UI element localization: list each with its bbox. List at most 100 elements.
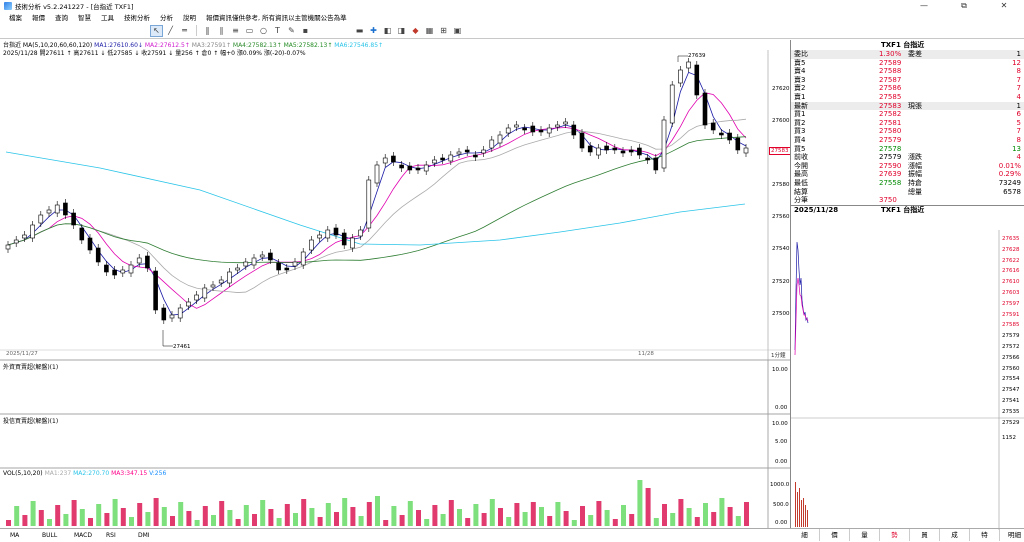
mini-price-label: 27597 (1002, 300, 1020, 307)
close-button[interactable]: ✕ (1000, 1, 1008, 10)
volume-bar (358, 516, 364, 526)
title-bar: 技術分析 v5.2.241227 - [台指近 TXF1] — ⧉ ✕ (0, 0, 1024, 11)
quote-tab-details[interactable]: 明細 (1000, 529, 1024, 541)
candle (128, 264, 134, 274)
layout-icon[interactable]: ⊞ (440, 26, 447, 35)
rect-tool-icon[interactable]: ▭ (245, 26, 254, 35)
mini-price-label: 27579 (1002, 333, 1020, 340)
circle-tool-icon[interactable]: ○ (260, 26, 267, 35)
menu-file[interactable]: 檔案 (9, 14, 22, 22)
ask-row-label: 賣4 (794, 67, 806, 76)
candle (637, 147, 642, 156)
sub1-axis-top: 10.00 (772, 367, 788, 373)
volume-bar (350, 507, 356, 526)
grid-icon[interactable]: ▦ (425, 26, 434, 35)
sub1-title: 外資買賣超(解盤)(1) (3, 364, 59, 371)
tab-rsi[interactable]: RSI (106, 532, 116, 539)
candle (104, 264, 109, 273)
candle (87, 237, 93, 251)
period-label[interactable]: 1分鐘 (771, 353, 786, 359)
quote-tab-trade[interactable]: 成 (940, 529, 970, 541)
volume-bar (604, 510, 610, 526)
bottom-bar: MA BULL MACD RSI DMI 細 價 量 勢 買 成 特 明細 (0, 528, 1024, 542)
candle (276, 262, 281, 271)
vol-ma1: MA1:237 (44, 470, 72, 477)
pointer-tool-icon[interactable]: ↖ (150, 24, 163, 37)
candle (456, 151, 462, 155)
candle (333, 227, 339, 236)
volume-bar (498, 508, 503, 526)
menu-analysis[interactable]: 分析 (160, 14, 173, 22)
fibonacci-tool-icon[interactable]: ≡ (232, 26, 239, 35)
candle (350, 237, 355, 249)
candle (284, 267, 290, 271)
save-icon[interactable]: ▪ (302, 26, 309, 35)
volume-bar (703, 503, 708, 526)
candle (497, 134, 503, 144)
menu-quote[interactable]: 報價 (32, 14, 45, 22)
menu-tools[interactable]: 工具 (101, 14, 114, 22)
volume-bar (317, 517, 323, 526)
tab-dmi[interactable]: DMI (138, 532, 150, 539)
bid-row-price: 27582 (879, 110, 902, 119)
quote-tab-detail[interactable]: 細 (790, 529, 820, 541)
crosshair-icon[interactable]: ✚ (370, 26, 377, 35)
candle (596, 147, 601, 156)
extreme-marker (677, 55, 688, 62)
quote-tab-price[interactable]: 價 (820, 529, 850, 541)
candle (399, 164, 404, 169)
vol-ma3: MA3:347.15 (111, 470, 148, 477)
mini-price-label: 27616 (1002, 268, 1020, 275)
ma4-value: MA4:27582.13↑ (232, 42, 282, 49)
candle (563, 121, 568, 125)
bid-row-label: 買3 (794, 127, 806, 136)
stat-value: 27639 (879, 170, 902, 179)
candle (415, 167, 421, 171)
stat-value: 27558 (879, 178, 902, 187)
cur-qty-value: 1 (1016, 101, 1021, 110)
volume-bar (694, 517, 700, 526)
menu-smart[interactable]: 智慧 (78, 14, 91, 22)
shift-right-icon[interactable]: ◨ (397, 26, 406, 35)
current-price-tag: 27583 (769, 147, 791, 155)
sub2-title: 投信買賣超(解盤)(1) (3, 418, 59, 425)
vline-tool-icon[interactable]: ‖ (205, 26, 210, 35)
quote-tab-trend[interactable]: 勢 (880, 529, 910, 541)
quote-tab-buy[interactable]: 買 (910, 529, 940, 541)
hline-tool-icon[interactable]: ═ (182, 26, 187, 35)
menu-help[interactable]: 說明 (183, 14, 196, 22)
line-tool-icon[interactable]: ╱ (168, 26, 173, 35)
menu-tech-analysis[interactable]: 技術分析 (124, 14, 150, 22)
menu-query[interactable]: 查詢 (55, 14, 68, 22)
bid-row-price: 27580 (879, 127, 902, 136)
chart-panel[interactable]: 台指近 MA(5,10,20,60,60,120) MA1:27610.60↓ … (0, 40, 791, 528)
volume-bar (563, 511, 569, 526)
quote-tab-special[interactable]: 特 (970, 529, 1000, 541)
minimize-button[interactable]: — (920, 1, 928, 10)
volume-bar (629, 514, 635, 526)
cur-qty-label: 現張 (908, 101, 922, 110)
tab-bull[interactable]: BULL (42, 532, 58, 539)
stat-label: 前收 (794, 153, 808, 162)
candlestick-chart[interactable] (0, 40, 790, 528)
candle (423, 164, 429, 172)
text-tool-icon[interactable]: T (275, 26, 280, 35)
zoom-in-icon[interactable]: ▬ (355, 26, 364, 35)
quote-tab-volume[interactable]: 量 (850, 529, 880, 541)
candle (538, 129, 544, 133)
channel-tool-icon[interactable]: ∥ (219, 26, 224, 35)
price-label: 27580 (772, 182, 790, 188)
vol-axis-bottom: 0.00 (775, 520, 788, 526)
tab-macd[interactable]: MACD (74, 532, 92, 539)
volume-bar (727, 507, 733, 526)
tick-chart[interactable] (791, 230, 1024, 530)
window-icon[interactable]: ▣ (453, 26, 462, 35)
color-settings-icon[interactable]: ◆ (412, 26, 419, 35)
eraser-icon[interactable]: ✎ (288, 26, 295, 35)
shift-left-icon[interactable]: ◧ (383, 26, 392, 35)
sub2-axis-top: 10.00 (772, 421, 788, 427)
candle (391, 155, 396, 163)
tab-ma[interactable]: MA (10, 532, 20, 539)
restore-button[interactable]: ⧉ (961, 0, 967, 10)
ask-row-price: 27586 (879, 84, 902, 93)
